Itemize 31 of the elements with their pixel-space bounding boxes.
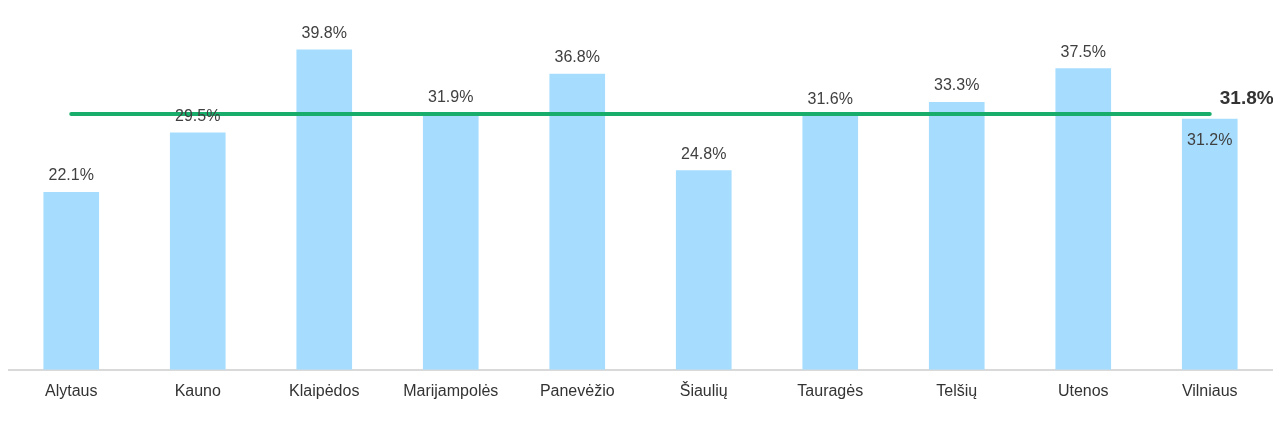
- data-label: 31.2%: [1187, 131, 1233, 149]
- x-tick-label: Alytaus: [45, 381, 98, 399]
- data-label: 29.5%: [175, 106, 221, 124]
- bar: [1055, 68, 1112, 370]
- bar: [43, 192, 100, 370]
- bar: [169, 132, 226, 370]
- data-label: 31.6%: [807, 90, 853, 107]
- x-tick-label: Panevėžio: [539, 381, 615, 399]
- ref-line-label: 31.8%: [1219, 86, 1274, 108]
- bar: [675, 170, 732, 370]
- data-label: 39.8%: [301, 24, 347, 42]
- x-tick-label: Tauragės: [797, 381, 864, 399]
- x-tick-label: Vilniaus: [1181, 381, 1238, 399]
- bar: [1181, 118, 1238, 370]
- bar: [549, 73, 606, 370]
- bar: [422, 113, 479, 370]
- data-label: 22.1%: [48, 166, 94, 184]
- bar: [296, 49, 353, 370]
- x-tick-label: Marijampolės: [403, 381, 499, 399]
- bar: [802, 115, 859, 370]
- x-tick-label: Klaipėdos: [289, 381, 360, 399]
- data-label: 36.8%: [554, 48, 600, 66]
- x-tick-label: Telšių: [936, 381, 978, 399]
- data-label: 33.3%: [934, 76, 980, 94]
- data-label: 37.5%: [1060, 42, 1106, 60]
- x-tick-label: Šiaulių: [679, 380, 728, 399]
- bar: [928, 101, 985, 370]
- data-label: 31.9%: [428, 87, 474, 105]
- x-tick-label: Utenos: [1057, 381, 1109, 399]
- x-tick-label: Kauno: [174, 381, 221, 399]
- data-label: 24.8%: [681, 144, 727, 162]
